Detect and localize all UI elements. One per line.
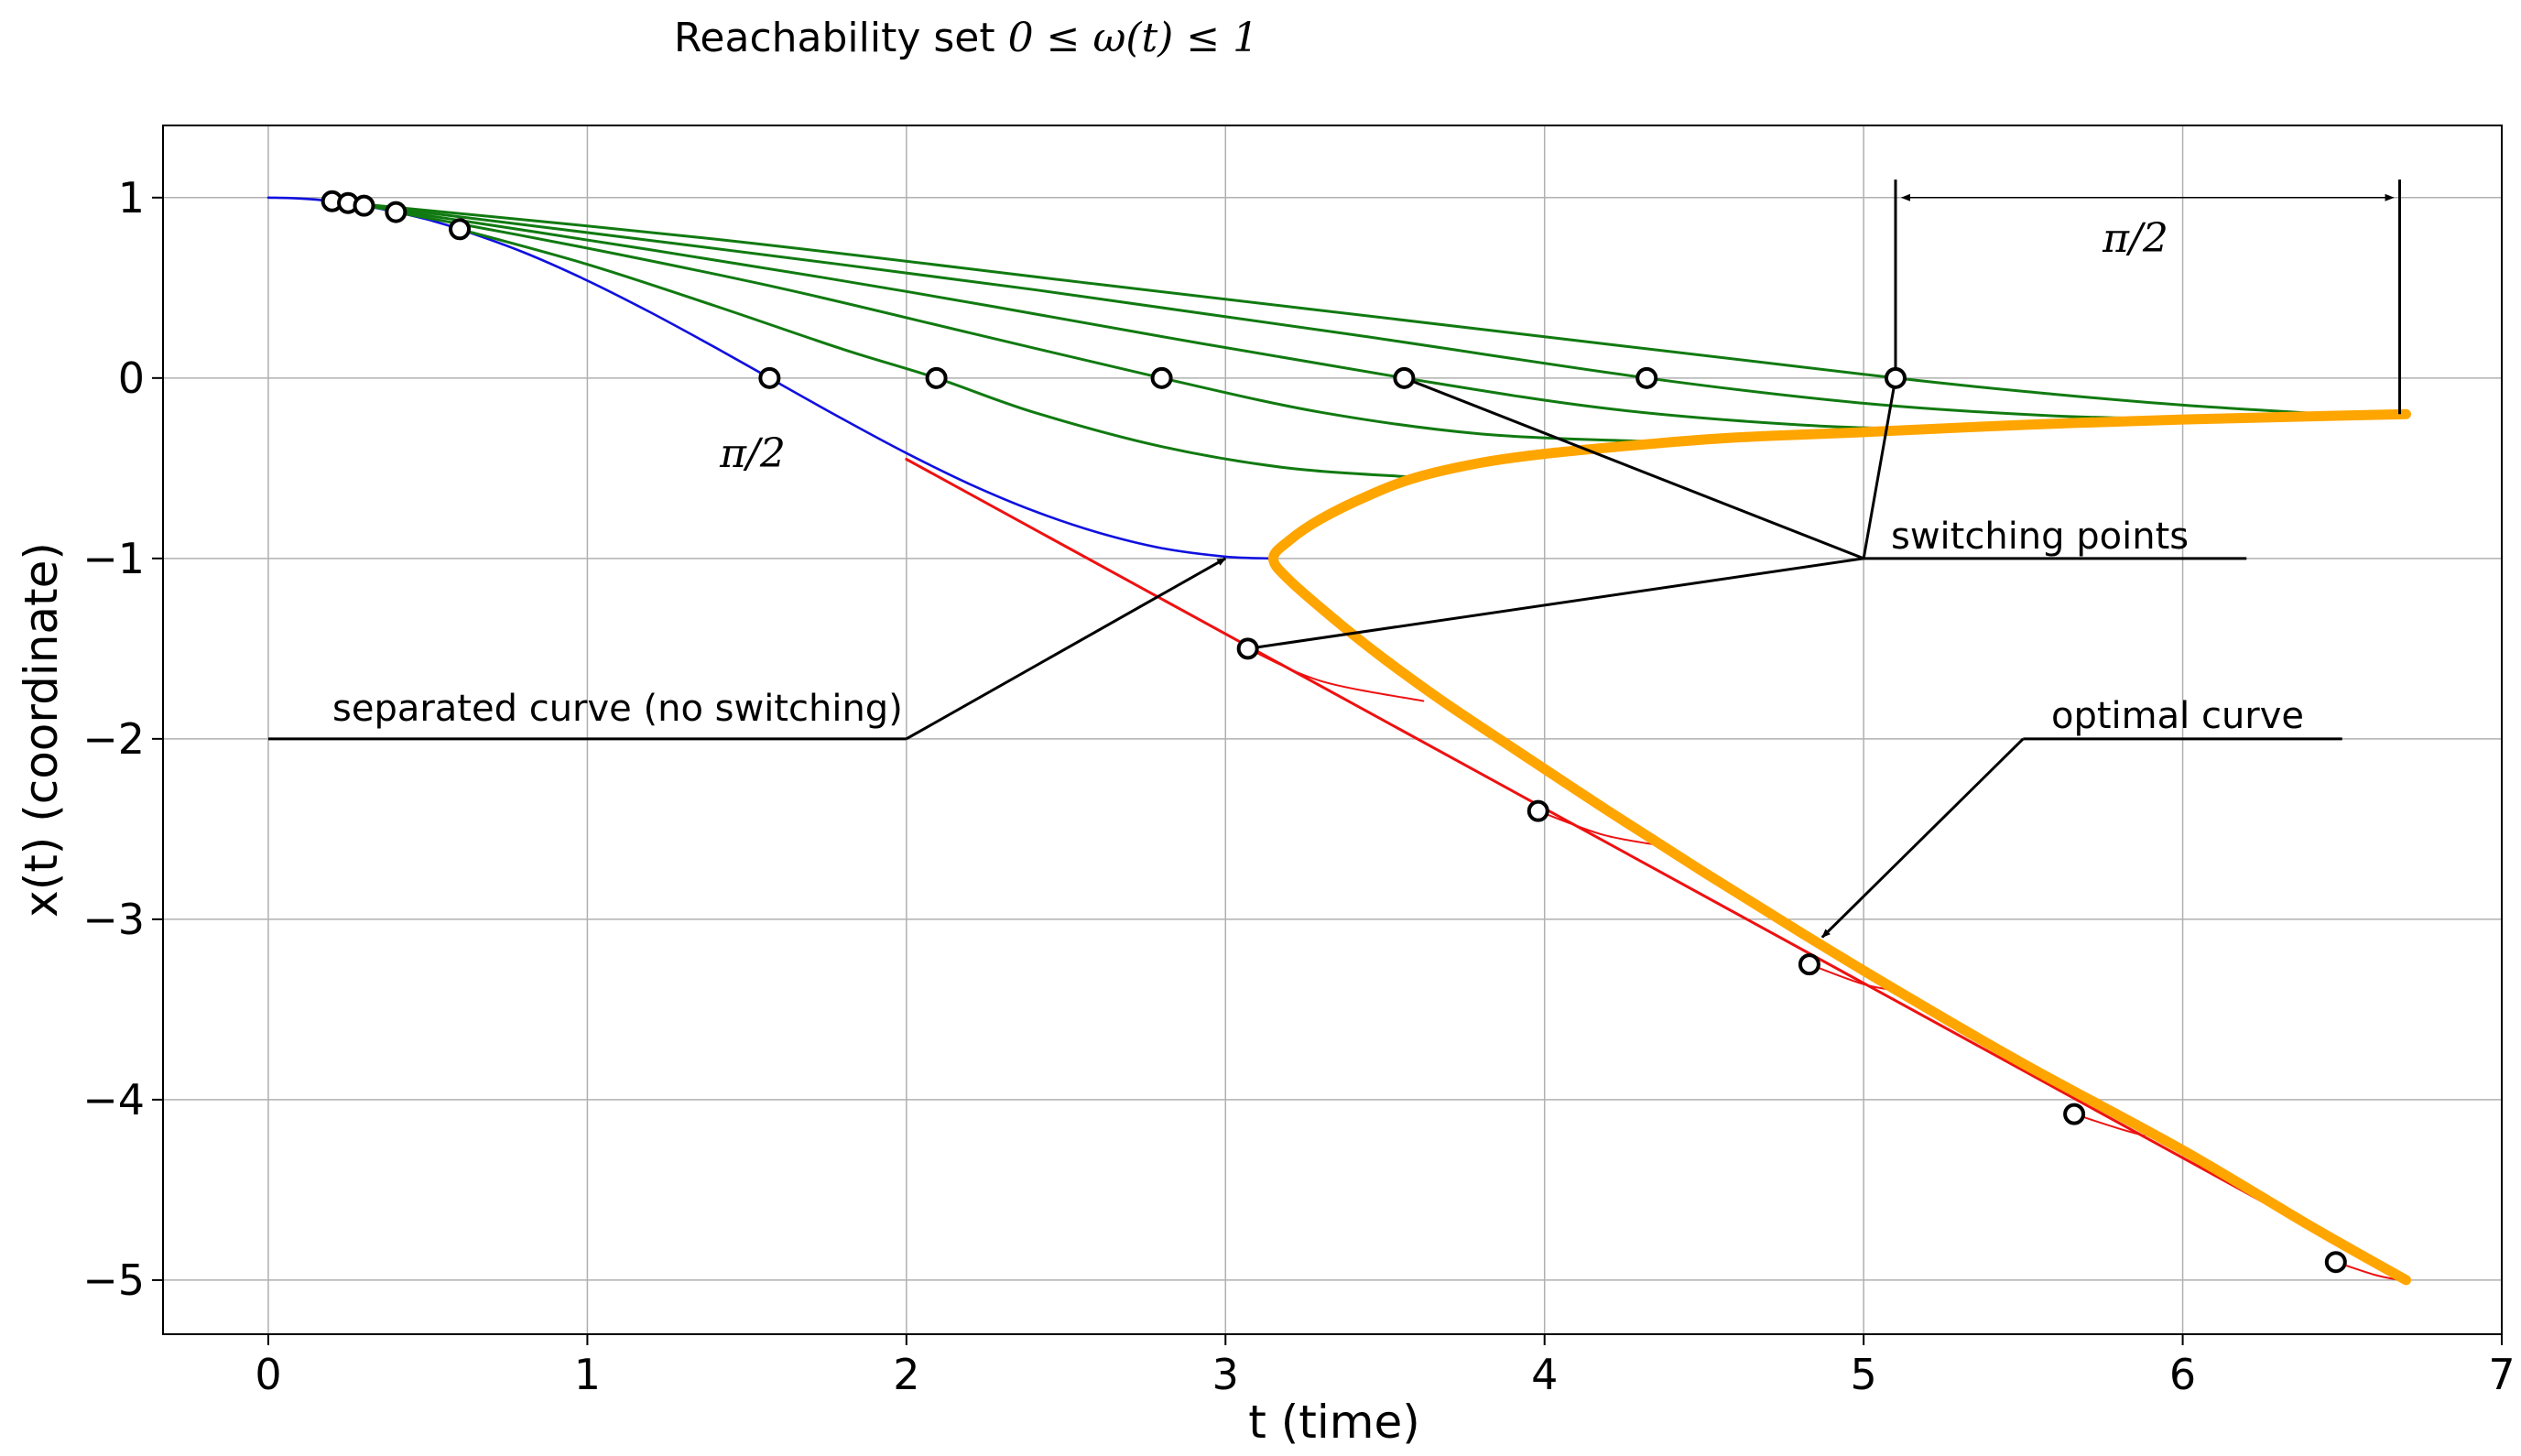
series-red-main — [905, 458, 2407, 1282]
x-tick-label-2: 2 — [893, 1350, 919, 1399]
y-tick-label-6: −5 — [82, 1255, 145, 1305]
switching-point-marker-6 — [925, 366, 948, 389]
x-tick-label-3: 3 — [1212, 1350, 1239, 1399]
x-tick-label-5: 5 — [1850, 1350, 1876, 1399]
chart-title-math: 0 ≤ ω(t) ≤ 1 — [1008, 15, 1259, 61]
switching-points-label: switching points — [1891, 516, 2189, 558]
switching-point-marker-9 — [1635, 366, 1658, 389]
chart-title-text: Reachability set — [674, 15, 1008, 61]
x-axis-label: t (time) — [1248, 1396, 1419, 1449]
series-green-2 — [394, 211, 1642, 443]
optimal-curve-label: optimal curve — [2051, 695, 2304, 737]
x-tick-label-6: 6 — [2169, 1350, 2196, 1399]
y-tick-label-0: 1 — [118, 173, 145, 223]
switching-point-marker-10 — [1884, 366, 1907, 389]
series-red-branch-1 — [1246, 647, 1425, 702]
switching-point-marker-11 — [1236, 637, 1259, 660]
switching-point-marker-15 — [2324, 1251, 2347, 1274]
switching-point-marker-2 — [353, 194, 375, 217]
switching-point-marker-8 — [1393, 366, 1416, 389]
x-tick-label-4: 4 — [1531, 1350, 1558, 1399]
annotations — [267, 179, 2402, 939]
y-tick-label-1: 0 — [118, 353, 145, 403]
tick-marks: 0 1 2 3 4 5 6 7 1 0 −1 −2 −3 −4 −5 — [82, 173, 2515, 1399]
switching-point-marker-14 — [2063, 1103, 2086, 1125]
switching-point-marker-12 — [1527, 799, 1549, 822]
switching-point-marker-5 — [758, 366, 781, 389]
y-axis-label: x(t) (coordinate) — [15, 542, 68, 918]
series-optimal-curve — [1268, 408, 2411, 1286]
switching-points-arrow-top — [1862, 376, 1898, 560]
switching-points-arrow-upper — [1403, 376, 1864, 560]
x-tick-label-0: 0 — [255, 1350, 281, 1399]
chart-title: Reachability set 0 ≤ ω(t) ≤ 1 — [674, 15, 1258, 61]
separated-curve-label: separated curve (no switching) — [332, 688, 903, 730]
plot-frame — [162, 125, 2503, 1335]
switching-point-marker-3 — [385, 201, 407, 223]
optimal-curve-arrow — [1820, 737, 2025, 939]
separated-curve-arrow — [906, 557, 1227, 741]
switching-points-arrow-lower — [1246, 557, 1864, 651]
series-green-4 — [346, 201, 2216, 421]
y-tick-label-3: −2 — [82, 714, 145, 764]
switching-point-markers — [321, 190, 2347, 1274]
switching-point-marker-4 — [449, 218, 472, 241]
switching-point-marker-13 — [1798, 953, 1820, 976]
x-tick-label-1: 1 — [574, 1350, 601, 1399]
y-tick-label-5: −4 — [82, 1075, 145, 1125]
series-red-branch-2 — [1537, 809, 1661, 847]
series-green-5 — [331, 200, 2328, 416]
x-tick-label-7: 7 — [2488, 1350, 2515, 1399]
y-tick-label-2: −1 — [82, 534, 145, 583]
pi-half-bracket-label: π/2 — [2102, 215, 2168, 262]
series-green-3 — [363, 204, 1961, 432]
pi-half-label: π/2 — [719, 430, 786, 477]
y-tick-label-4: −3 — [82, 895, 145, 944]
switching-point-marker-7 — [1150, 366, 1173, 389]
